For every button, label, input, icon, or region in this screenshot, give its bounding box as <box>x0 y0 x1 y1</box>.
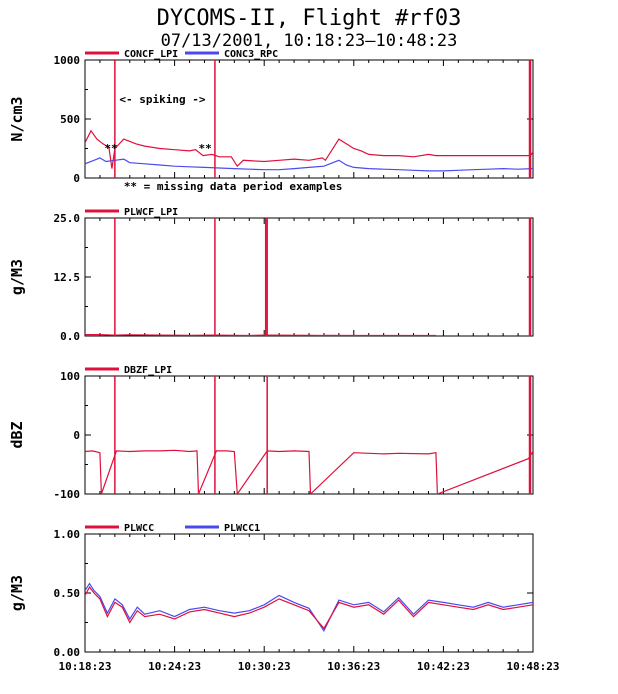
x-tick-label: 10:36:23 <box>327 660 380 673</box>
x-tick-label: 10:48:23 <box>507 660 560 673</box>
legend-label: PLWCC1 <box>224 523 260 534</box>
legend-label: CONC3_RPC <box>224 49 278 60</box>
y-tick-label: 1.00 <box>54 528 81 541</box>
series-group <box>85 376 533 494</box>
y-tick-label: 12.5 <box>54 271 81 284</box>
annotation-missing-note: ** = missing data period examples <box>124 180 343 193</box>
y-axis-label: g/M3 <box>8 575 26 611</box>
series-line-concf-lpi <box>85 129 533 169</box>
y-tick-label: 0.00 <box>54 646 81 659</box>
series-line-plwcf-lpi <box>85 334 436 336</box>
legend-label: PLWCC <box>124 523 154 534</box>
plot-frame <box>84 533 534 653</box>
chart-title: DYCOMS-II, Flight #rf03 <box>157 6 462 31</box>
plot-frame <box>84 217 534 337</box>
plot-frame <box>84 375 534 495</box>
x-tick-label: 10:24:23 <box>148 660 201 673</box>
y-tick-label: 0 <box>73 172 80 185</box>
legend-label: DBZF_LPI <box>124 365 172 376</box>
series-line-plwcc <box>85 585 533 630</box>
series-line-conc3-rpc <box>85 157 533 172</box>
annotation-spiking: <- spiking -> <box>119 93 205 106</box>
legend-label: CONCF_LPI <box>124 49 178 60</box>
y-tick-label: -100 <box>54 488 81 501</box>
y-tick-label: 0 <box>73 429 80 442</box>
panel-4: 0.00 0.50 1.00 g/M3 PLWCC PLWCC1 10:18:23 10:24… <box>8 523 559 673</box>
y-tick-label: 0.50 <box>54 587 81 600</box>
legend-label: PLWCF_LPI <box>124 207 178 218</box>
panel-3: -100 0 100 dBZ DBZF_LPI <box>8 365 534 501</box>
x-tick-label: 10:42:23 <box>417 660 470 673</box>
y-axis-label: N/cm3 <box>8 96 26 141</box>
y-tick-label: 500 <box>60 113 80 126</box>
y-tick-label: 100 <box>60 370 80 383</box>
y-axis-label: g/M3 <box>8 259 26 295</box>
annotation-missing-marker: ** <box>198 142 211 155</box>
panel-1: 0 500 1000 N/cm3 CONCF_LPI CONC3_RPC <- spikin… <box>8 49 534 193</box>
series-line-plwcc1 <box>85 582 533 633</box>
chart-subtitle: 07/13/2001, 10:18:23–10:48:23 <box>161 31 458 51</box>
x-tick-label: 10:18:23 <box>59 660 112 673</box>
annotation-missing-marker: ** <box>104 142 117 155</box>
x-tick-label: 10:30:23 <box>238 660 291 673</box>
series-line-dbzf-lpi <box>85 449 533 494</box>
y-tick-label: 1000 <box>54 54 81 67</box>
panel-2: 0.0 12.5 25.0 g/M3 PLWCF_LPI <box>8 207 534 343</box>
series-group <box>85 218 532 336</box>
y-tick-label: 0.0 <box>60 330 80 343</box>
series-group <box>85 60 533 178</box>
series-group <box>85 582 533 633</box>
y-axis-label: dBZ <box>8 421 26 448</box>
y-tick-label: 25.0 <box>54 212 81 225</box>
